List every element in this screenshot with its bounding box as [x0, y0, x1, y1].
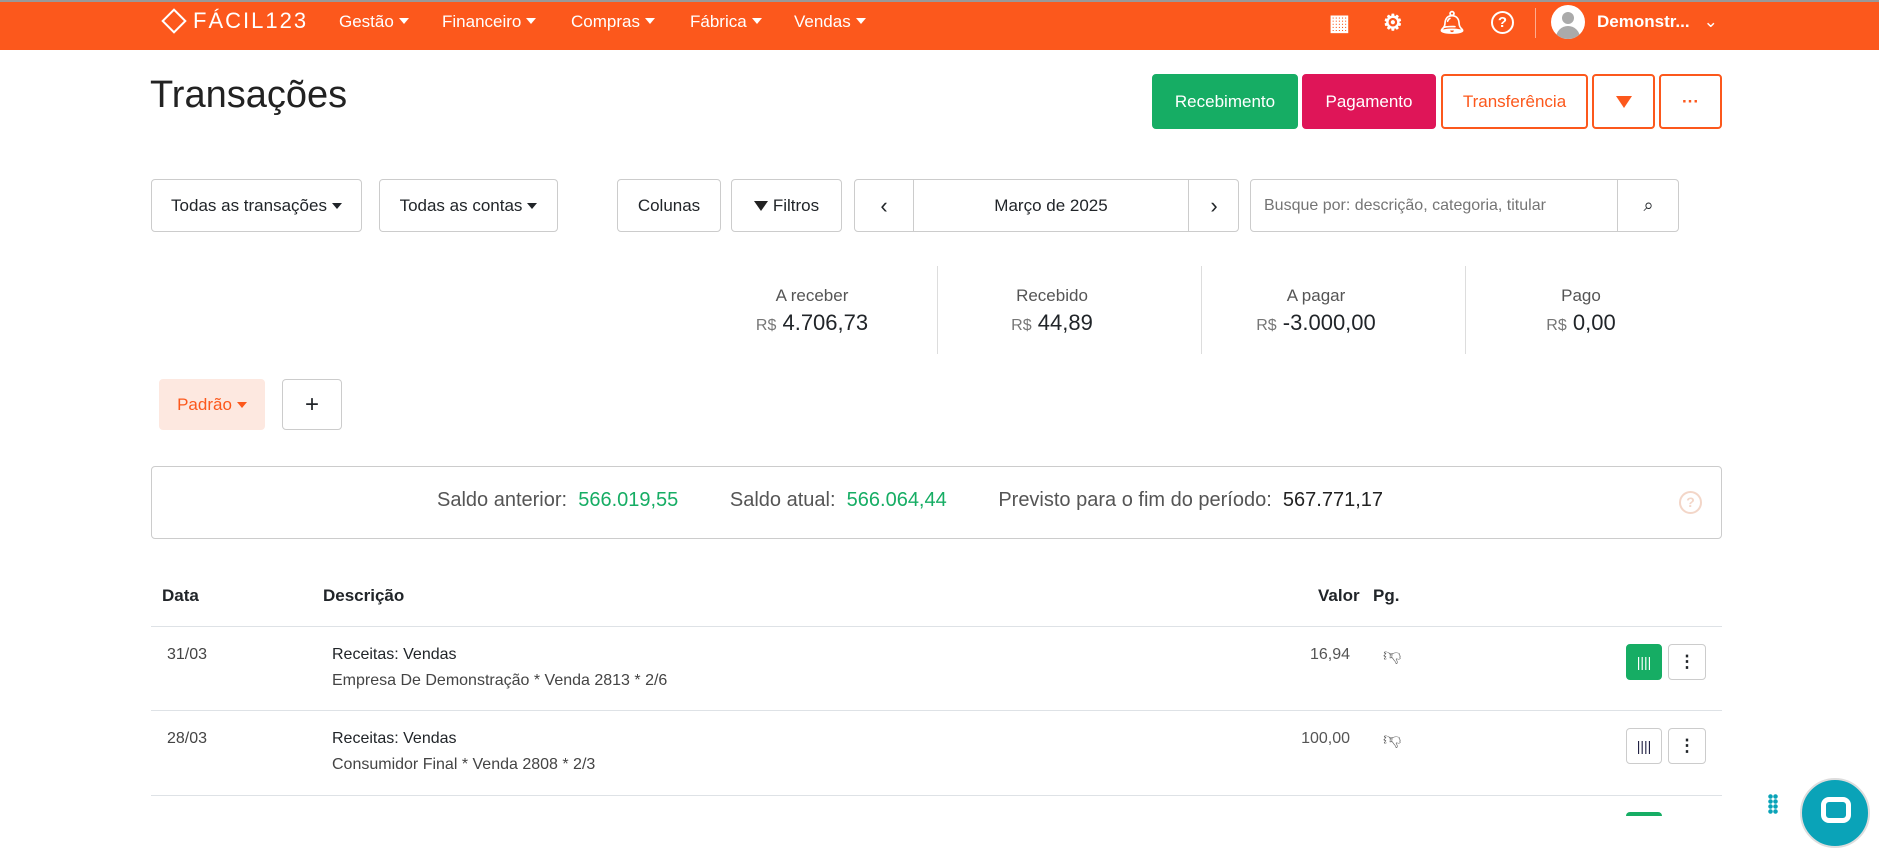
- forecast-balance: 567.771,17: [1282, 489, 1384, 511]
- thumbs-down-icon[interactable]: 👎︎: [1383, 729, 1402, 749]
- col-description[interactable]: Descrição: [323, 586, 405, 605]
- previous-balance-label: Saldo anterior:: [437, 489, 568, 511]
- avatar[interactable]: [1551, 5, 1585, 39]
- view-dropdown[interactable]: Padrão: [159, 379, 265, 430]
- nav-divider: [1535, 8, 1536, 38]
- drag-handle-icon[interactable]: [1768, 794, 1778, 814]
- period-navigator: ‹ Março de 2025 ›: [854, 179, 1239, 232]
- transactions-dropdown[interactable]: Todas as transações: [151, 179, 362, 232]
- transfer-button[interactable]: Transferência: [1441, 74, 1588, 129]
- next-period-button[interactable]: ›: [1188, 180, 1239, 231]
- barcode-button[interactable]: ||||: [1626, 644, 1662, 680]
- receive-button[interactable]: Recebimento: [1152, 74, 1298, 129]
- accounts-dropdown[interactable]: Todas as contas: [379, 179, 558, 232]
- help-icon[interactable]: ?: [1679, 491, 1702, 514]
- current-balance: 566.064,44: [846, 489, 947, 511]
- filters-button[interactable]: Filtros: [731, 179, 842, 232]
- chat-icon: [1821, 797, 1851, 823]
- current-balance-label: Saldo atual:: [729, 489, 836, 511]
- col-value[interactable]: Valor: [1318, 586, 1360, 605]
- kebab-icon: ⋮: [1678, 652, 1696, 671]
- prev-period-button[interactable]: ‹: [855, 180, 914, 231]
- balance-bar: Saldo anterior: 566.019,55 Saldo atual: …: [151, 466, 1722, 539]
- page-title: Transações: [150, 74, 348, 116]
- funnel-icon: [753, 200, 768, 211]
- period-label[interactable]: Março de 2025: [994, 195, 1108, 215]
- search-input[interactable]: [1251, 180, 1617, 231]
- menu-gestao[interactable]: Gestão: [339, 12, 409, 32]
- top-navbar: FÁCIL123 Gestão Financeiro Compras Fábri…: [0, 0, 1879, 50]
- apps-grid-icon[interactable]: ▦: [1329, 10, 1350, 35]
- brand-logo[interactable]: FÁCIL123: [161, 8, 309, 34]
- barcode-button[interactable]: [1626, 812, 1662, 816]
- summary-to-receive: A receber R$ 4.706,73: [755, 286, 869, 335]
- menu-vendas[interactable]: Vendas: [794, 12, 866, 32]
- gear-icon[interactable]: ⚙: [1383, 10, 1403, 35]
- filter-button[interactable]: [1592, 74, 1655, 129]
- summary-received: Recebido R$ 44,89: [1011, 286, 1093, 335]
- pay-button[interactable]: Pagamento: [1302, 74, 1436, 129]
- menu-fabrica[interactable]: Fábrica: [690, 12, 762, 32]
- summary-to-pay: A pagar R$ -3.000,00: [1256, 286, 1376, 335]
- brand-name: FÁCIL123: [193, 8, 309, 33]
- help-icon[interactable]: ?: [1491, 11, 1514, 34]
- bell-icon[interactable]: 🔔︎: [1438, 10, 1466, 35]
- summary-paid: Pago R$ 0,00: [1546, 286, 1616, 335]
- add-view-button[interactable]: +: [282, 379, 342, 430]
- col-date[interactable]: Data: [162, 586, 199, 605]
- user-menu[interactable]: Demonstr... ⌄: [1597, 12, 1718, 31]
- menu-financeiro[interactable]: Financeiro: [442, 12, 537, 32]
- logo-diamond-icon: [161, 8, 187, 34]
- col-paid[interactable]: Pg.: [1373, 586, 1400, 605]
- forecast-label: Previsto para o fim do período:: [998, 489, 1272, 511]
- barcode-icon: ||||: [1636, 654, 1652, 670]
- row-menu-button[interactable]: ⋮: [1668, 644, 1706, 680]
- thumbs-down-icon[interactable]: 👎︎: [1383, 645, 1402, 665]
- barcode-icon: ||||: [1636, 738, 1652, 754]
- columns-button[interactable]: Colunas: [617, 179, 721, 232]
- search-button[interactable]: ⌕: [1617, 180, 1679, 231]
- previous-balance: 566.019,55: [578, 489, 679, 511]
- barcode-button[interactable]: ||||: [1626, 728, 1662, 764]
- kebab-icon: ⋮: [1678, 736, 1696, 755]
- row-menu-button[interactable]: ⋮: [1668, 728, 1706, 764]
- more-button[interactable]: ···: [1659, 74, 1722, 129]
- search-group: ⌕: [1250, 179, 1679, 232]
- search-icon: ⌕: [1643, 195, 1654, 215]
- chat-widget-button[interactable]: [1800, 778, 1870, 848]
- chevron-down-icon: ⌄: [1703, 12, 1718, 31]
- menu-compras[interactable]: Compras: [571, 12, 655, 32]
- funnel-icon: [1615, 95, 1632, 108]
